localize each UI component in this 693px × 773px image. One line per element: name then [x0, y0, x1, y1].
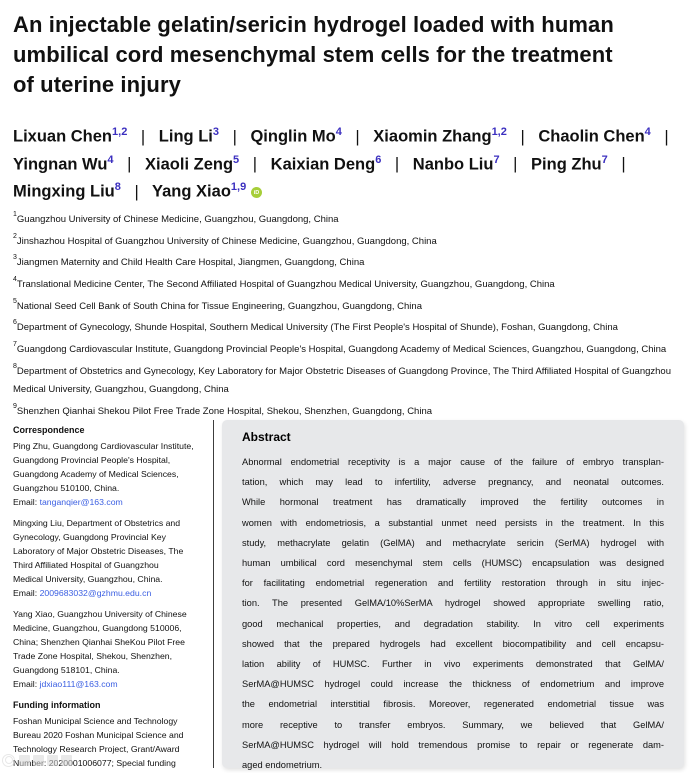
svg-text:iD: iD [254, 190, 260, 196]
